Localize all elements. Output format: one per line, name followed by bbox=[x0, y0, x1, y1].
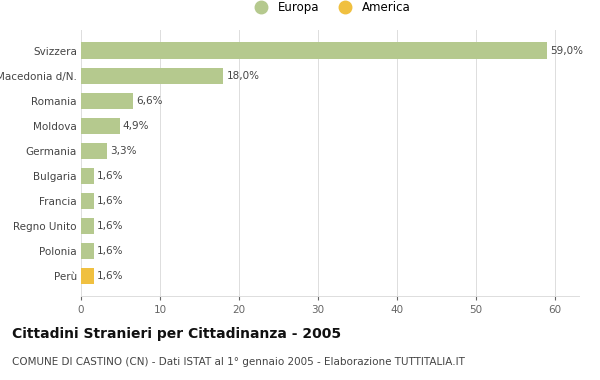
Bar bbox=[81, 118, 120, 134]
Text: 18,0%: 18,0% bbox=[226, 71, 259, 81]
Text: 59,0%: 59,0% bbox=[551, 46, 584, 55]
Bar bbox=[81, 168, 94, 184]
Bar bbox=[81, 93, 133, 109]
Text: 1,6%: 1,6% bbox=[97, 196, 124, 206]
Legend: Europa, America: Europa, America bbox=[245, 0, 415, 19]
Bar bbox=[81, 243, 94, 259]
Bar bbox=[81, 68, 223, 84]
Text: 4,9%: 4,9% bbox=[123, 121, 149, 131]
Bar bbox=[81, 268, 94, 284]
Text: 3,3%: 3,3% bbox=[110, 146, 137, 156]
Text: 1,6%: 1,6% bbox=[97, 271, 124, 281]
Bar bbox=[81, 193, 94, 209]
Bar bbox=[81, 218, 94, 234]
Text: 1,6%: 1,6% bbox=[97, 171, 124, 181]
Text: Cittadini Stranieri per Cittadinanza - 2005: Cittadini Stranieri per Cittadinanza - 2… bbox=[12, 327, 341, 341]
Text: 1,6%: 1,6% bbox=[97, 246, 124, 256]
Text: 1,6%: 1,6% bbox=[97, 221, 124, 231]
Text: COMUNE DI CASTINO (CN) - Dati ISTAT al 1° gennaio 2005 - Elaborazione TUTTITALIA: COMUNE DI CASTINO (CN) - Dati ISTAT al 1… bbox=[12, 357, 465, 367]
Bar bbox=[81, 143, 107, 159]
Bar bbox=[81, 43, 547, 59]
Text: 6,6%: 6,6% bbox=[136, 96, 163, 106]
